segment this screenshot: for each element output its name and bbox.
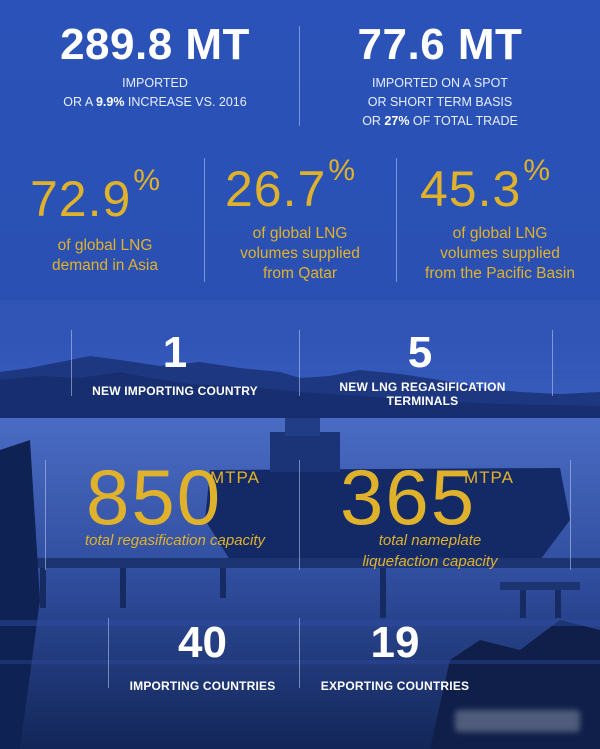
divider-mid-center <box>299 330 300 396</box>
importing-countries-label: IMPORTING COUNTRIES <box>129 679 276 693</box>
divider-mid-left <box>71 330 72 396</box>
spot-trade-caption: IMPORTED ON A SPOT OR SHORT TERM BASIS O… <box>315 74 565 131</box>
regasification-capacity-unit: MTPA <box>210 468 260 487</box>
spot-caption-line2: OR SHORT TERM BASIS <box>367 95 513 109</box>
divider-mid-right <box>552 330 553 396</box>
spot-caption-line3: OR 27% OF TOTAL TRADE <box>362 114 518 128</box>
spot-caption-line1: IMPORTED ON A SPOT <box>372 76 508 90</box>
qatar-supply-caption: of global LNG volumes supplied from Qata… <box>240 225 360 282</box>
divider-bottom-left <box>108 618 109 688</box>
divider-cap-center <box>299 460 300 570</box>
pacific-supply-percent: 45.3% <box>420 154 552 217</box>
pacific-supply-caption: of global LNG volumes supplied from the … <box>425 225 575 282</box>
spot-trade-value: 77.6 MT <box>357 20 523 69</box>
new-terminals-label: NEW LNG REGASIFICATION TERMINALS <box>339 380 506 408</box>
divider-bottom-center <box>299 618 300 688</box>
new-importing-country-value: 1 <box>162 328 188 377</box>
divider-percent-2 <box>396 158 397 282</box>
divider-top <box>299 26 300 126</box>
imported-caption-line2: OR A 9.9% INCREASE VS. 2016 <box>63 95 247 109</box>
divider-percent-1 <box>204 158 205 282</box>
liquefaction-capacity-value: 365 <box>340 453 477 541</box>
new-terminals-value: 5 <box>407 328 433 377</box>
imported-volume-value: 289.8 MT <box>60 20 250 69</box>
exporting-countries-label: EXPORTING COUNTRIES <box>320 679 470 693</box>
new-importing-country-label: NEW IMPORTING COUNTRY <box>92 384 258 398</box>
asia-demand-percent: 72.9% <box>30 164 162 227</box>
liquefaction-capacity-unit: MTPA <box>464 468 514 487</box>
liquefaction-capacity-caption: total nameplate liquefaction capacity <box>362 532 498 570</box>
qatar-supply-percent: 26.7% <box>225 154 357 217</box>
divider-cap-left <box>45 460 46 570</box>
imported-caption-line1: IMPORTED <box>122 76 188 90</box>
regasification-capacity-caption: total regasification capacity <box>84 532 266 549</box>
importing-countries-value: 40 <box>178 618 227 667</box>
watermark-blur <box>455 710 580 732</box>
asia-demand-caption: of global LNG demand in Asia <box>52 237 158 274</box>
imported-volume-caption: IMPORTED OR A 9.9% INCREASE VS. 2016 <box>30 74 280 112</box>
exporting-countries-value: 19 <box>370 618 420 667</box>
divider-cap-right <box>570 460 571 570</box>
regasification-capacity-value: 850 <box>86 453 223 541</box>
